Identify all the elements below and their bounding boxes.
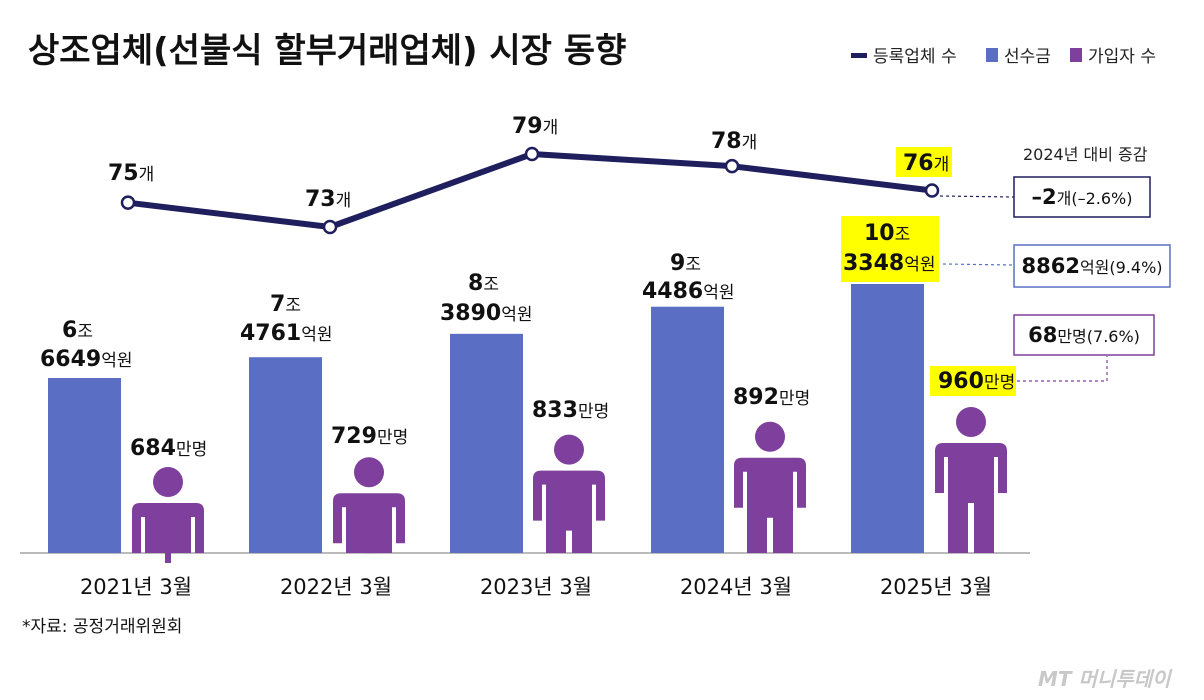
line-point-5 <box>924 183 940 198</box>
comparison-box-3 <box>1013 314 1155 356</box>
person-body <box>333 493 405 554</box>
person-body <box>935 443 1007 553</box>
label-prepaid-eok-1: 6649억원 <box>40 347 133 372</box>
x-tick-label-2: 2022년 3월 <box>280 575 392 599</box>
legend-bar-swatch <box>986 48 998 62</box>
bar-prepaid-2 <box>249 357 322 553</box>
label-members-3: 833만명 <box>532 398 609 423</box>
person-head <box>554 434 584 465</box>
person-head <box>755 421 785 452</box>
highlight-members-2025 <box>930 366 1016 396</box>
label-count-3: 79개 <box>512 114 558 139</box>
bar-prepaid-1 <box>48 378 121 553</box>
source-note: *자료: 공정거래위원회 <box>22 617 182 637</box>
person-body <box>132 503 204 563</box>
legend: 등록업체 수 선수금 가입자 수 <box>851 47 1156 67</box>
comparison-box-1 <box>1013 176 1151 218</box>
person-body <box>734 457 806 553</box>
chart-title: 상조업체(선불식 할부거래업체) 시장 동향 <box>28 31 626 71</box>
bars-layer <box>48 284 924 553</box>
highlight-count-2025 <box>896 147 952 177</box>
label-members-1: 684만명 <box>130 436 207 461</box>
label-count-5: 76개 <box>903 151 949 176</box>
comparison-panel: 2024년 대비 증감 –2개(–2.6%) 8862억원(9.4%) 68만명(7… <box>939 145 1171 382</box>
label-members-5: 960만명 <box>938 369 1015 394</box>
label-prepaid-jo-2: 7조 <box>270 292 301 317</box>
legend-person-swatch <box>1070 48 1082 62</box>
label-count-1: 75개 <box>108 161 154 186</box>
label-prepaid-jo-4: 9조 <box>670 251 701 276</box>
label-count-4: 78개 <box>711 129 757 154</box>
x-labels-layer: 2021년 3월 2022년 3월 2023년 3월 2024년 3월 2025년 3월 <box>80 575 992 599</box>
person-body <box>533 470 605 553</box>
label-prepaid-eok-2: 4761억원 <box>240 321 333 346</box>
labels-layer: 75개 73개 79개 78개 76개 6조 6649억원 7조 4761억원 8조 3890억원 9… <box>40 114 1016 461</box>
line-layer <box>120 146 940 235</box>
label-prepaid-jo-3: 8조 <box>468 271 499 296</box>
line-point-4 <box>724 158 740 174</box>
label-prepaid-eok-3: 3890억원 <box>440 301 533 326</box>
highlight-prepaid-2025 <box>841 216 939 282</box>
connector-prepaid <box>942 263 1015 266</box>
person-members-2 <box>333 457 405 554</box>
bar-prepaid-3 <box>450 333 523 553</box>
connector-count <box>939 195 1015 198</box>
label-prepaid-eok-5: 3348억원 <box>843 251 936 276</box>
line-point-2 <box>322 219 338 235</box>
label-prepaid-jo-5: 10조 <box>864 221 910 246</box>
bar-prepaid-4 <box>651 306 724 553</box>
people-layer <box>132 407 1007 563</box>
person-head <box>354 457 384 488</box>
label-prepaid-jo-1: 6조 <box>62 318 93 343</box>
connector-members <box>1017 356 1108 382</box>
bar-prepaid-5 <box>851 284 924 553</box>
line-point-3 <box>524 146 540 162</box>
label-members-2: 729만명 <box>331 424 408 449</box>
person-members-1 <box>132 467 204 563</box>
person-members-3 <box>533 434 605 553</box>
legend-item-members: 가입자 수 <box>1088 47 1156 67</box>
watermark: MT 머니투데이 <box>1038 667 1173 691</box>
person-members-5 <box>935 407 1007 553</box>
label-prepaid-eok-4: 4486억원 <box>642 279 735 304</box>
comparison-value-1: –2개(–2.6%) <box>1032 185 1133 209</box>
legend-item-count: 등록업체 수 <box>873 47 957 67</box>
comparison-box-2 <box>1013 244 1171 288</box>
x-tick-label-1: 2021년 3월 <box>80 575 192 599</box>
legend-line-swatch <box>851 53 867 58</box>
label-count-2: 73개 <box>305 187 351 212</box>
person-head <box>153 467 183 497</box>
x-tick-label-3: 2023년 3월 <box>480 575 592 599</box>
line-registered-count <box>127 151 933 230</box>
label-members-4: 892만명 <box>733 385 810 410</box>
x-tick-label-5: 2025년 3월 <box>880 575 992 599</box>
person-members-4 <box>734 421 806 553</box>
person-head <box>956 407 986 437</box>
legend-item-prepaid: 선수금 <box>1004 47 1051 67</box>
x-tick-label-4: 2024년 3월 <box>680 575 792 599</box>
line-point-1 <box>120 195 136 210</box>
comparison-value-2: 8862억원(9.4%) <box>1021 254 1162 278</box>
comparison-title: 2024년 대비 증감 <box>1023 145 1148 164</box>
comparison-value-3: 68만명(7.6%) <box>1028 323 1140 347</box>
